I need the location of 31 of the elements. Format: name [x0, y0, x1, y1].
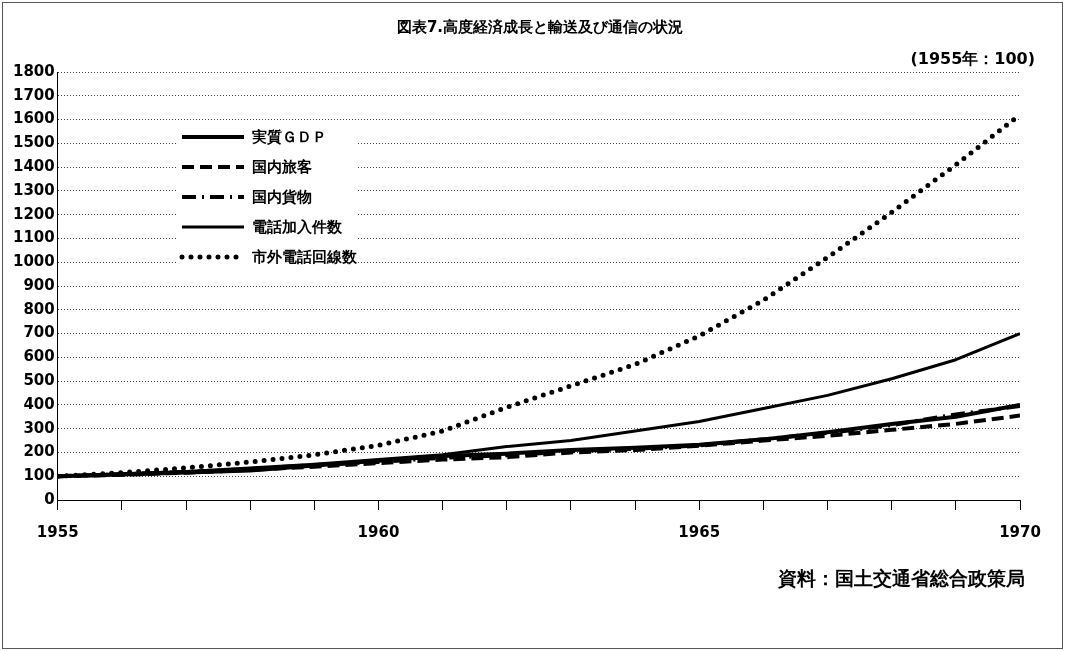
- y-tick-label: 400: [23, 394, 55, 413]
- legend-label: 電話加入件数: [251, 217, 342, 237]
- y-tick-label: 1000: [13, 252, 55, 271]
- x-tick-label: 1960: [357, 522, 400, 541]
- text: 資料：国土交通省総合政策局: [777, 566, 1025, 589]
- y-tick-label: 1800: [13, 61, 55, 80]
- y-tick-label: 1500: [13, 133, 55, 152]
- y-tick-label: 1300: [13, 180, 55, 199]
- y-tick-label: 1200: [13, 204, 55, 223]
- legend-label: 国内貨物: [251, 187, 312, 207]
- y-tick-label: 700: [23, 323, 55, 342]
- y-tick-label: 500: [23, 371, 55, 389]
- y-tick-label: 1400: [13, 157, 55, 175]
- y-tick-label: 800: [23, 299, 55, 318]
- y-tick-label: 300: [23, 418, 55, 437]
- x-tick-label: 1955: [36, 522, 79, 541]
- y-tick-label: 900: [23, 275, 55, 294]
- legend-label: 国内旅客: [251, 157, 312, 177]
- legend-label: 実質ＧＤＰ: [251, 127, 327, 147]
- chart-title: 図表7.高度経済成長と輸送及び通信の状況: [396, 17, 684, 36]
- x-tick-label: 1970: [999, 522, 1041, 541]
- y-tick-label: 1100: [13, 228, 55, 247]
- y-tick-label: 600: [23, 347, 55, 366]
- y-tick-label: 200: [23, 442, 55, 461]
- legend-label: 市外電話回線数: [251, 247, 357, 267]
- y-tick-label: 1700: [13, 85, 55, 104]
- x-tick-label: 1965: [678, 522, 721, 541]
- y-tick-label: 1600: [13, 109, 55, 128]
- y-tick-label: 100: [23, 466, 55, 485]
- text: (1955年：100): [910, 49, 1035, 69]
- y-tick-label: 0: [44, 489, 55, 508]
